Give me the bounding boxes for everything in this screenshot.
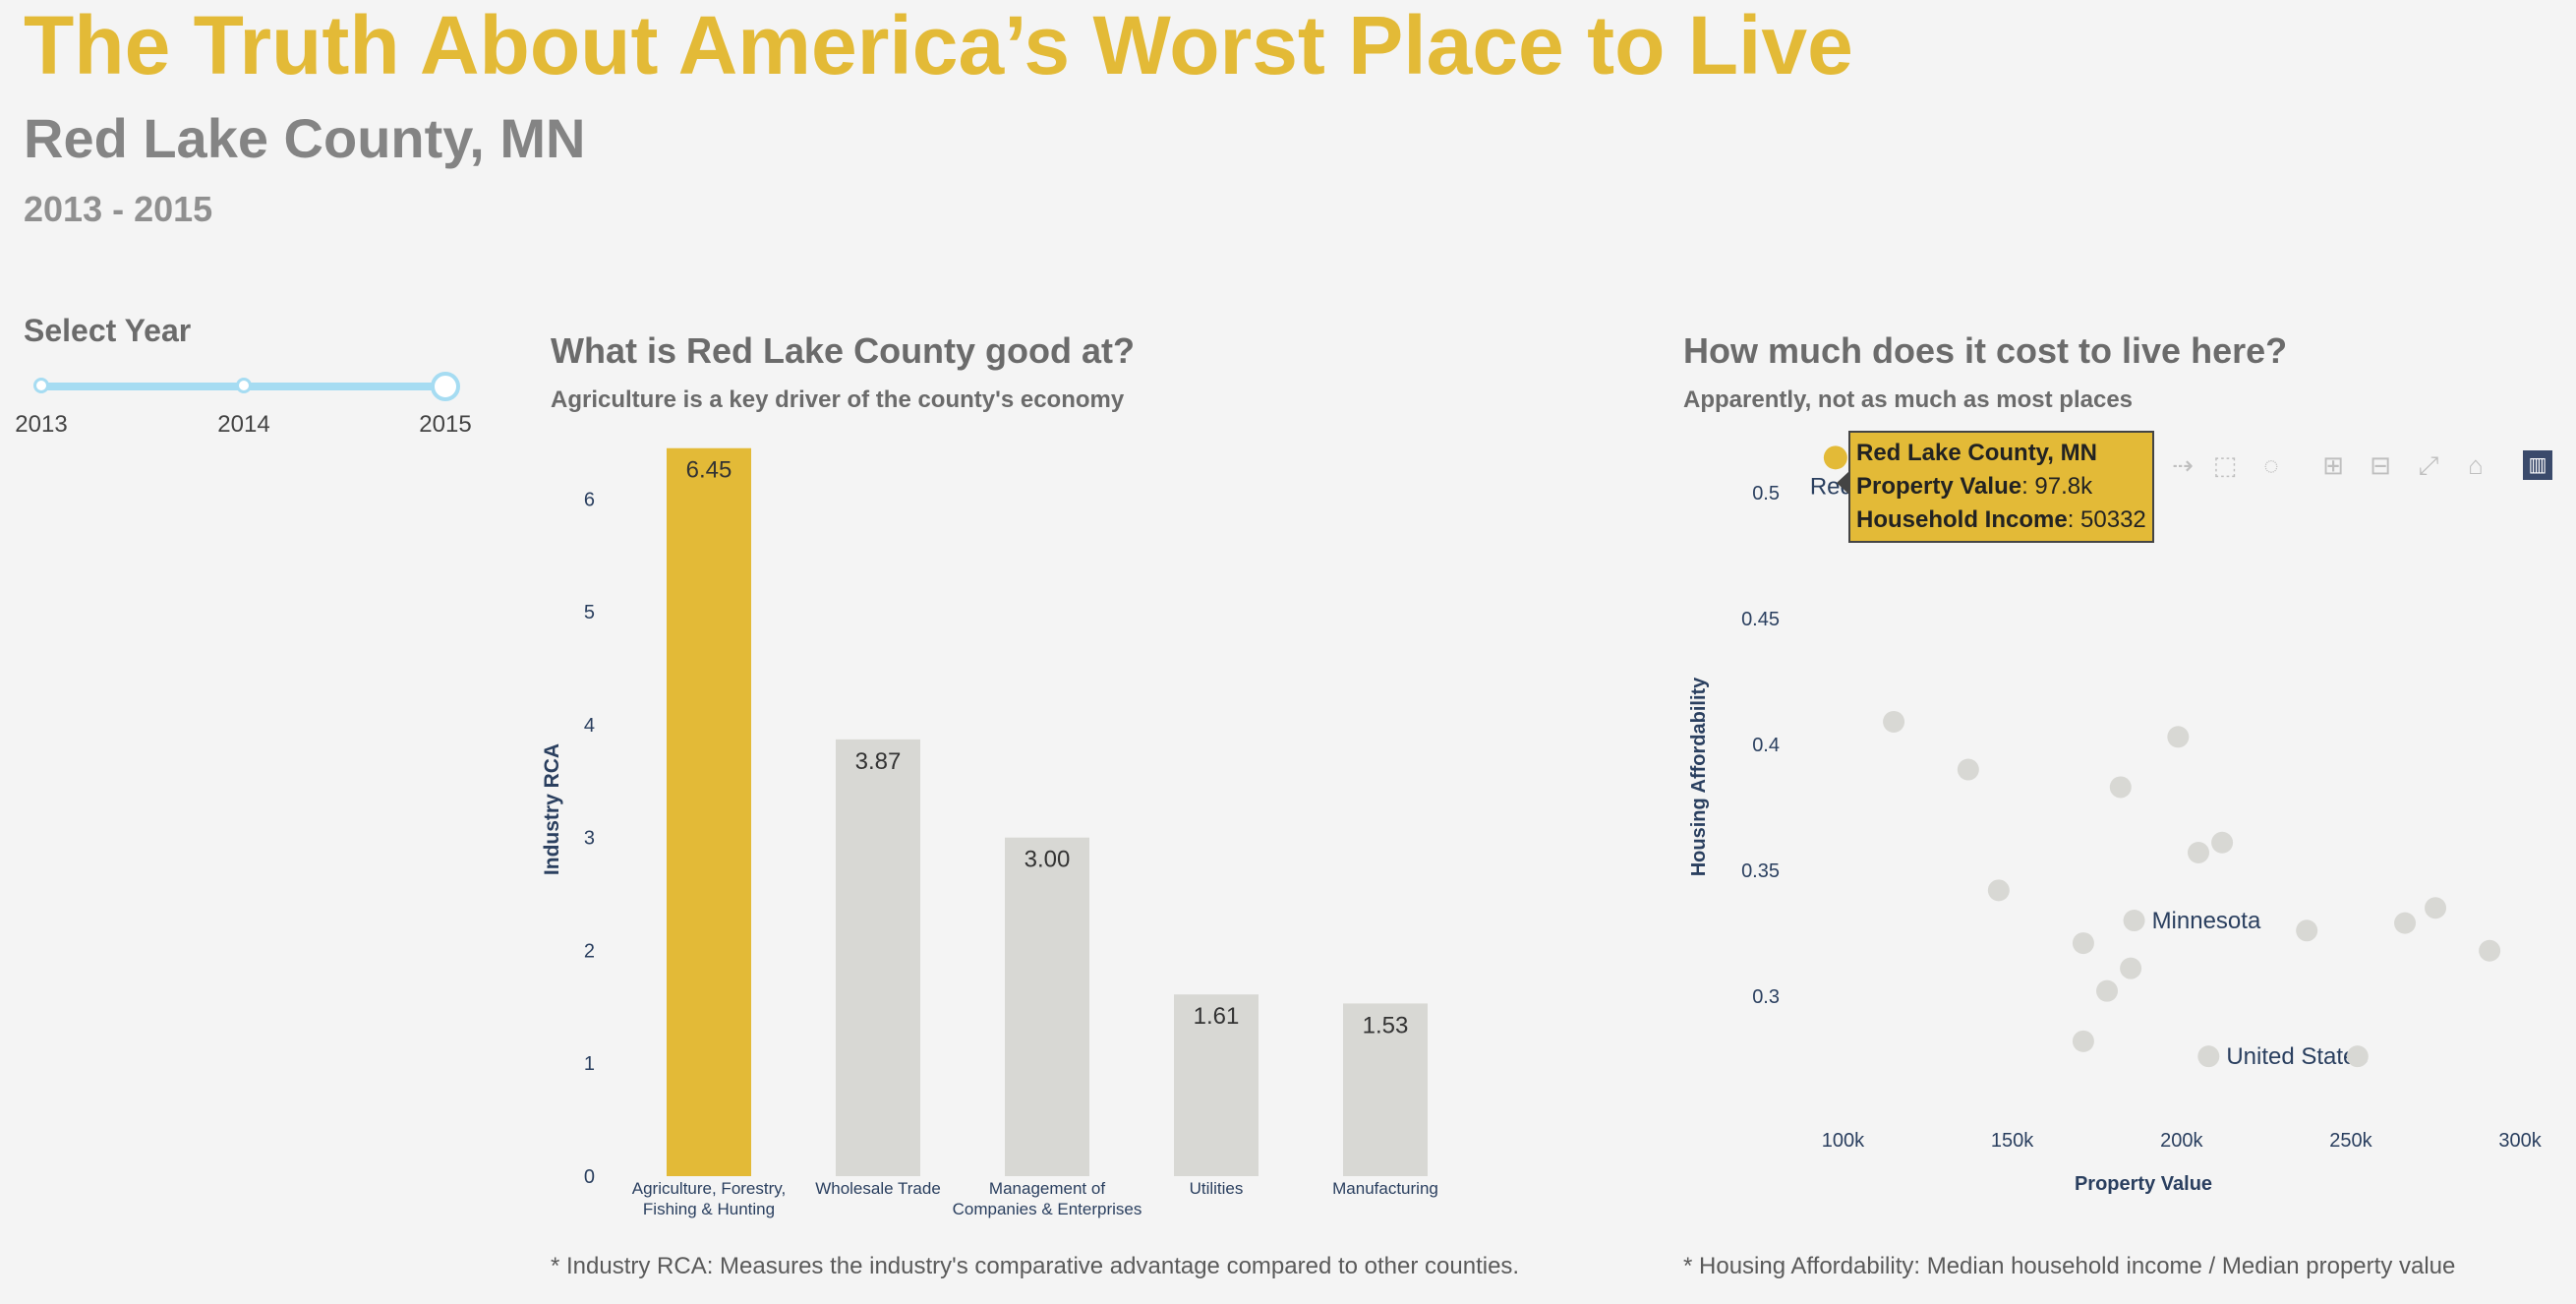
slider-stop-2014[interactable]: [236, 378, 252, 393]
scatter-point[interactable]: [2123, 910, 2145, 932]
scatter-point[interactable]: [2211, 831, 2234, 854]
scatter-point[interactable]: [2197, 1045, 2220, 1068]
bar-value-label: 1.53: [1363, 1012, 1409, 1038]
bar-value-label: 1.61: [1194, 1003, 1240, 1030]
scatter-point[interactable]: [2425, 897, 2447, 919]
x-tick-label: 300k: [2498, 1130, 2542, 1152]
x-tick-label: 200k: [2160, 1130, 2203, 1152]
tooltip-hi-label: Household Income: [1856, 506, 2068, 533]
x-tick-label: Utilities: [1190, 1179, 1244, 1198]
scatter-point[interactable]: [2346, 1045, 2369, 1068]
y-tick-label: 2: [584, 940, 595, 962]
y-tick-label: 3: [584, 828, 595, 850]
scatter-point[interactable]: [1883, 710, 1905, 733]
x-tick-label: Management of: [989, 1179, 1105, 1198]
slider-label-2014: 2014: [217, 411, 270, 438]
zoom-out-icon[interactable]: ⊟: [2370, 450, 2391, 480]
housing-affordability-scatter[interactable]: 0.3 0.35 0.4 0.45 0.5 100k 150k 200k 250k 300k Hou…: [1671, 433, 2576, 1229]
tooltip-arrow: [1837, 471, 1849, 495]
autoscale-icon[interactable]: ⤢: [2418, 450, 2439, 480]
county-subtitle: Red Lake County, MN: [24, 107, 586, 169]
slider-stop-2013[interactable]: [33, 378, 49, 393]
y-tick-label: 0.3: [1752, 986, 1780, 1008]
year-slider-handle[interactable]: [431, 372, 460, 401]
x-axis-title: Property Value: [2075, 1173, 2212, 1195]
bar[interactable]: [1174, 994, 1259, 1176]
plotly-logo-icon[interactable]: ▥: [2523, 450, 2552, 480]
tooltip-pv-value: : 97.8k: [2021, 473, 2093, 500]
lasso-icon[interactable]: ◌: [2263, 450, 2279, 480]
x-tick-label: Wholesale Trade: [815, 1179, 941, 1198]
y-tick-label: 0.35: [1741, 860, 1780, 882]
year-range: 2013 - 2015: [24, 189, 213, 229]
scatter-point[interactable]: [2479, 939, 2501, 962]
scatter-point[interactable]: [2072, 932, 2094, 955]
scatter-point[interactable]: [1957, 758, 1979, 781]
tooltip-county: Red Lake County, MN: [1856, 440, 2097, 466]
x-tick-label: 250k: [2329, 1130, 2372, 1152]
page-title: The Truth About America’s Worst Place to…: [24, 0, 1853, 91]
x-tick-label: Agriculture, Forestry,: [632, 1179, 787, 1198]
scatter-chart-title: How much does it cost to live here?: [1683, 330, 2288, 371]
scatter-point[interactable]: [2187, 841, 2209, 863]
y-tick-label: 0.4: [1752, 735, 1780, 756]
pan-icon[interactable]: ⇢: [2172, 450, 2194, 480]
scatter-point[interactable]: [2394, 912, 2417, 934]
y-tick-label: 6: [584, 489, 595, 510]
industry-rca-bar-chart[interactable]: 0 1 2 3 4 5 6 Industry RCA 6.45 Agriculture, Fore…: [531, 433, 1494, 1229]
x-tick-label: Fishing & Hunting: [643, 1200, 775, 1218]
scatter-point[interactable]: [2109, 776, 2132, 799]
slider-label-2013: 2013: [15, 411, 68, 438]
bar-value-label: 3.00: [1025, 847, 1071, 873]
y-axis-title: Housing Affordability: [1688, 677, 1710, 876]
bar-value-label: 6.45: [686, 457, 732, 484]
scatter-point[interactable]: [2296, 919, 2318, 942]
bar-footnote: * Industry RCA: Measures the industry's …: [551, 1253, 1520, 1279]
scatter-point[interactable]: [2167, 726, 2190, 748]
bar-chart-subtitle: Agriculture is a key driver of the count…: [551, 386, 1125, 413]
slider-title: Select Year: [24, 313, 192, 348]
y-tick-label: 5: [584, 602, 595, 623]
y-tick-label: 0.5: [1752, 483, 1780, 504]
y-tick-label: 1: [584, 1053, 595, 1075]
tooltip-hi-value: : 50332: [2067, 506, 2146, 533]
home-icon[interactable]: ⌂: [2468, 450, 2484, 480]
y-tick-label: 4: [584, 715, 595, 737]
point-label: Minnesota: [2152, 908, 2261, 934]
x-tick-label: 100k: [1822, 1130, 1865, 1152]
x-tick-label: 150k: [1991, 1130, 2034, 1152]
bar-chart-title: What is Red Lake County good at?: [551, 330, 1136, 371]
bar[interactable]: [667, 447, 751, 1176]
hover-tooltip: Red Lake County, MN Property Value: 97.8…: [1848, 431, 2154, 543]
bar[interactable]: [836, 739, 920, 1176]
scatter-point[interactable]: [1987, 879, 2010, 902]
slider-label-2015: 2015: [419, 411, 472, 438]
bar[interactable]: [1343, 1003, 1428, 1176]
zoom-in-icon[interactable]: ⊞: [2322, 450, 2344, 480]
bar-value-label: 3.87: [855, 748, 902, 775]
box-select-icon[interactable]: ⬚: [2212, 450, 2238, 480]
bar[interactable]: [1005, 837, 1089, 1176]
x-tick-label: Manufacturing: [1332, 1179, 1438, 1198]
scatter-point[interactable]: [2072, 1030, 2094, 1052]
scatter-footnote: * Housing Affordability: Median househol…: [1683, 1253, 2456, 1279]
point-label: United States: [2226, 1043, 2368, 1070]
scatter-point[interactable]: [2120, 957, 2142, 979]
y-tick-label: 0.45: [1741, 609, 1780, 630]
y-axis-title: Industry RCA: [541, 743, 563, 875]
highlight-point[interactable]: [1823, 445, 1847, 470]
x-tick-label: Companies & Enterprises: [953, 1200, 1142, 1218]
scatter-point[interactable]: [2096, 979, 2119, 1002]
scatter-chart-subtitle: Apparently, not as much as most places: [1683, 386, 2134, 413]
tooltip-pv-label: Property Value: [1856, 473, 2022, 500]
y-tick-label: 0: [584, 1166, 595, 1188]
